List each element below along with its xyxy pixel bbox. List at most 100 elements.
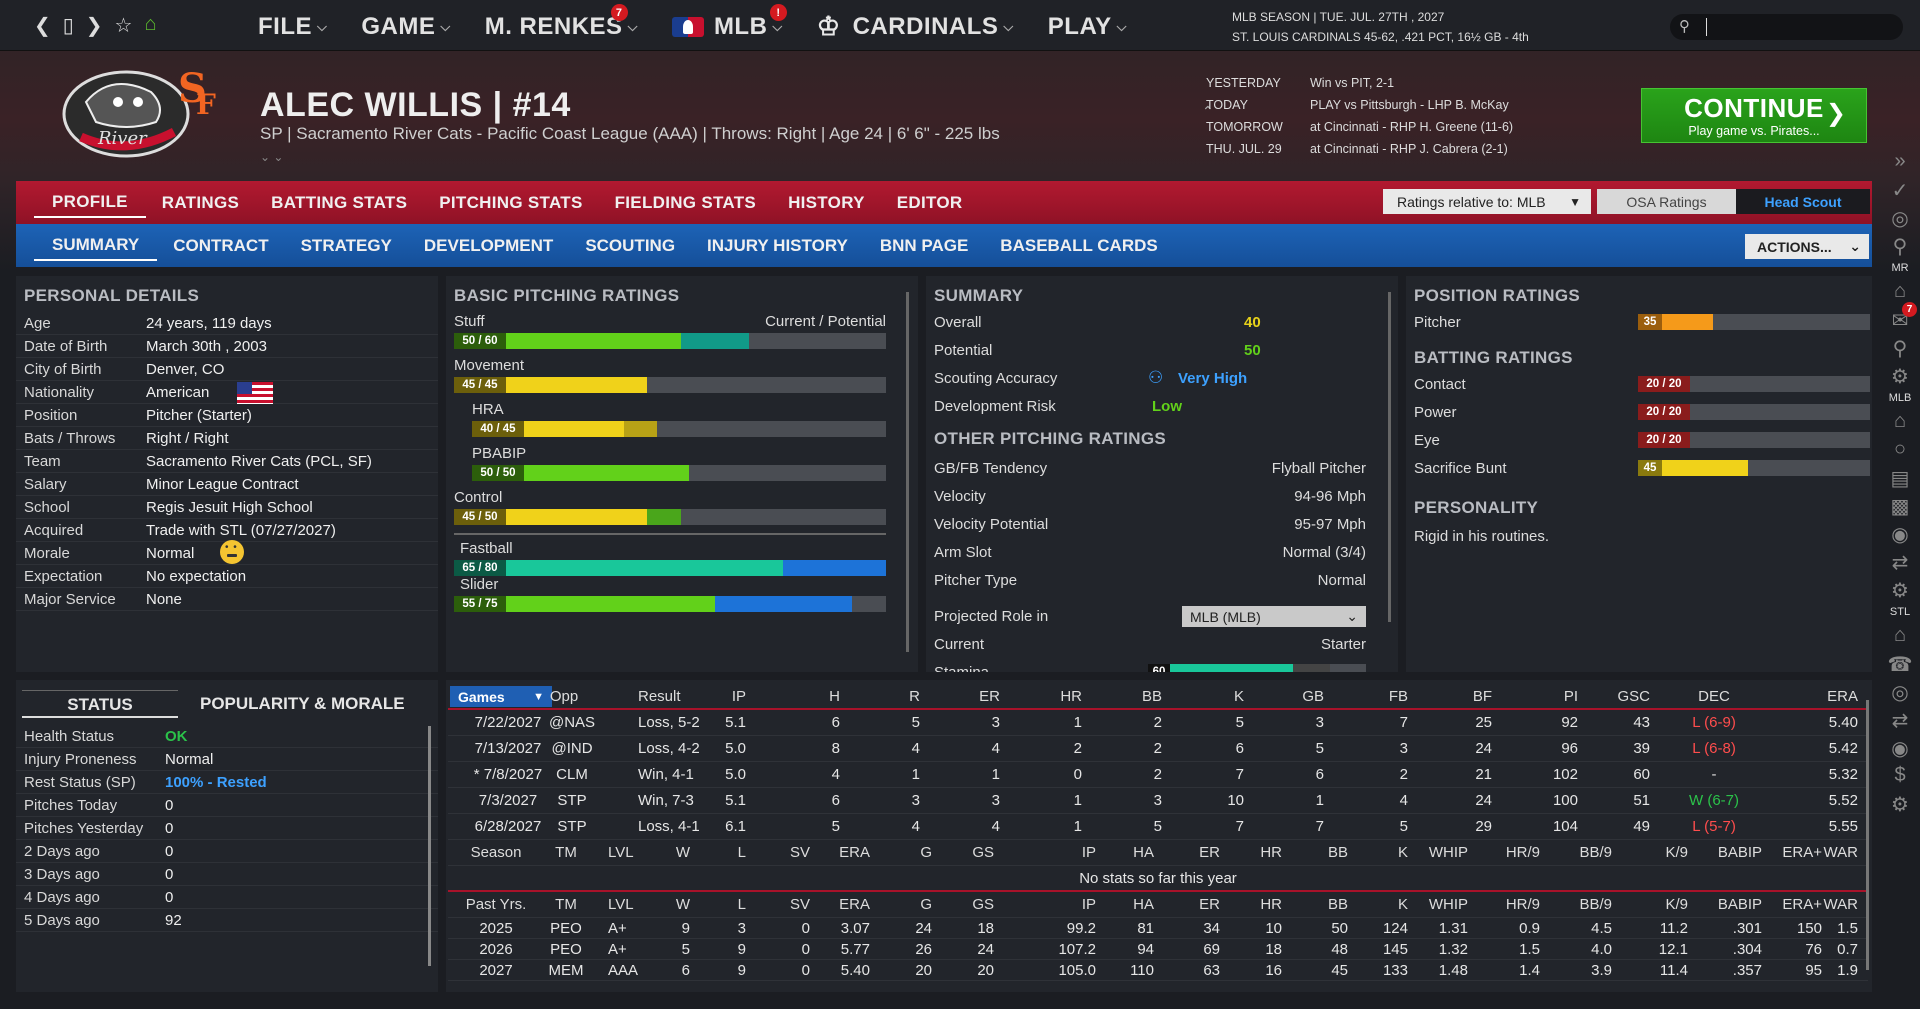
scrollbar[interactable] <box>1388 292 1391 622</box>
game-date[interactable]: 7/3/2027 <box>478 792 538 809</box>
search-input[interactable]: ⚲ <box>1670 14 1903 40</box>
column-header[interactable]: LVL <box>608 844 634 861</box>
column-header[interactable]: W <box>675 896 690 913</box>
column-header[interactable]: IP <box>731 688 746 705</box>
tab-batting-stats[interactable]: BATTING STATS <box>271 192 408 212</box>
star-icon[interactable]: ☆ <box>114 15 133 37</box>
scrollbar[interactable] <box>1866 700 1869 970</box>
baseball-icon[interactable]: ◉ <box>1891 738 1909 760</box>
games-select[interactable]: Games ▼ <box>450 686 552 707</box>
column-header[interactable]: WHIP <box>1428 896 1468 913</box>
column-header[interactable]: LVL <box>608 896 634 913</box>
column-header[interactable]: K <box>1397 896 1408 913</box>
tab-status[interactable]: STATUS <box>22 690 178 718</box>
column-header[interactable]: ERA+ <box>1782 896 1822 913</box>
shield-icon[interactable]: ◎ <box>1891 682 1909 704</box>
column-header[interactable]: BB/9 <box>1579 844 1612 861</box>
column-header[interactable]: BB <box>1327 896 1348 913</box>
double-chevron-right-icon[interactable]: » <box>1894 150 1906 172</box>
tab-strategy[interactable]: STRATEGY <box>300 235 392 255</box>
column-header[interactable]: ER <box>1199 896 1220 913</box>
column-header[interactable]: TM <box>555 844 577 861</box>
chevron-left-icon[interactable]: ❮ <box>34 15 51 37</box>
tab-scouting[interactable]: SCOUTING <box>585 235 676 255</box>
chart-icon[interactable]: ▩ <box>1890 496 1910 518</box>
gear-icon[interactable]: ⚙ <box>1891 580 1909 602</box>
column-header[interactable]: HR/9 <box>1505 844 1540 861</box>
check-icon[interactable]: ✓ <box>1891 180 1909 202</box>
continue-button[interactable]: CONTINUE Play game vs. Pirates... ❯ <box>1641 88 1867 143</box>
column-header[interactable]: SV <box>789 844 810 861</box>
column-header[interactable]: BABIP <box>1717 844 1762 861</box>
column-header[interactable]: HR <box>1260 844 1282 861</box>
column-header[interactable]: BB <box>1327 844 1348 861</box>
column-header[interactable]: FB <box>1388 688 1408 705</box>
column-header[interactable]: DEC <box>1698 688 1730 705</box>
tab-bnn-page[interactable]: BNN PAGE <box>879 235 969 255</box>
column-header[interactable]: ER <box>979 688 1000 705</box>
search-icon[interactable]: ⚲ <box>1892 338 1908 360</box>
column-header[interactable]: GSC <box>1617 688 1650 705</box>
column-header[interactable]: GB <box>1302 688 1324 705</box>
projected-role-select[interactable]: MLB (MLB) ⌄ <box>1182 606 1366 627</box>
square-icon[interactable]: ▯ <box>62 15 74 37</box>
tab-injury-history[interactable]: INJURY HISTORY <box>707 235 848 255</box>
chevron-right-icon[interactable]: ❯ <box>85 15 103 37</box>
column-header[interactable]: BF <box>1472 688 1492 705</box>
tab-ratings[interactable]: RATINGS <box>161 192 240 212</box>
column-header[interactable]: GS <box>972 896 994 913</box>
column-header[interactable]: HR <box>1260 896 1282 913</box>
menu-play[interactable]: PLAY ⌵ <box>1047 13 1127 40</box>
chevron-down-icon[interactable]: ⌄ ⌄ <box>260 150 284 164</box>
column-header[interactable]: PI <box>1563 688 1578 705</box>
menu-game[interactable]: GAME ⌵ <box>361 13 451 40</box>
column-header[interactable]: Past Yrs. <box>465 896 527 913</box>
house-icon[interactable]: ⌂ <box>1893 624 1907 646</box>
column-header[interactable]: G <box>920 896 932 913</box>
menu-file[interactable]: FILE ⌵ <box>258 13 328 40</box>
mail-icon[interactable]: ✉ 7 <box>1880 302 1920 336</box>
column-header[interactable]: H <box>829 688 840 705</box>
column-header[interactable]: R <box>909 688 920 705</box>
list-icon[interactable]: ▤ <box>1890 468 1910 490</box>
column-header[interactable]: K <box>1233 688 1244 705</box>
home-icon[interactable]: ⌂ <box>144 13 157 35</box>
column-header[interactable]: L <box>737 896 746 913</box>
tab-profile[interactable]: PROFILE <box>34 188 146 218</box>
menu-mlb[interactable]: MLB! ⌵ <box>671 4 787 42</box>
globe-icon[interactable]: ◎ <box>1891 208 1909 230</box>
column-header[interactable]: ERA <box>1827 688 1858 705</box>
osa-ratings-button[interactable]: OSA Ratings <box>1597 189 1736 214</box>
column-header[interactable]: WAR <box>1823 844 1858 861</box>
column-header[interactable]: ERA <box>839 896 870 913</box>
transfer-icon[interactable]: ⇄ <box>1891 552 1909 574</box>
tab-development[interactable]: DEVELOPMENT <box>423 235 554 255</box>
dollar-icon[interactable]: $ <box>1894 764 1906 786</box>
column-header[interactable]: BB/9 <box>1579 896 1612 913</box>
column-header[interactable]: TM <box>555 896 577 913</box>
column-header[interactable]: BABIP <box>1717 896 1762 913</box>
column-header[interactable]: SV <box>789 896 810 913</box>
tab-contract[interactable]: CONTRACT <box>173 235 269 255</box>
phone-icon[interactable]: ☎ <box>1887 654 1913 676</box>
house-icon[interactable]: ⌂ <box>1893 280 1907 302</box>
column-header[interactable]: ERA+ <box>1782 844 1822 861</box>
tab-pitching-stats[interactable]: PITCHING STATS <box>439 192 583 212</box>
column-header[interactable]: G <box>920 844 932 861</box>
column-header[interactable]: K/9 <box>1665 896 1688 913</box>
game-date[interactable]: 6/28/2027 <box>474 818 542 835</box>
actions-dropdown[interactable]: ACTIONS... ⌄ <box>1745 234 1869 259</box>
scrollbar[interactable] <box>428 726 431 966</box>
menu-cardinals[interactable]: ♔ CARDINALS ⌵ <box>816 12 1014 42</box>
chevron-up-icon[interactable]: ⌃ <box>1202 103 1214 119</box>
column-header[interactable]: L <box>737 844 746 861</box>
pin-icon[interactable]: ⚲ <box>1892 236 1908 258</box>
column-header[interactable]: W <box>675 844 690 861</box>
house-icon[interactable]: ⌂ <box>1893 410 1907 432</box>
head-scout-button[interactable]: Head Scout <box>1736 189 1870 214</box>
tab-editor[interactable]: EDITOR <box>896 192 963 212</box>
gear-icon[interactable]: ⚙ <box>1891 366 1909 388</box>
column-header[interactable]: IP <box>1081 844 1096 861</box>
tab-summary[interactable]: SUMMARY <box>34 231 158 261</box>
column-header[interactable]: HR <box>1060 688 1082 705</box>
